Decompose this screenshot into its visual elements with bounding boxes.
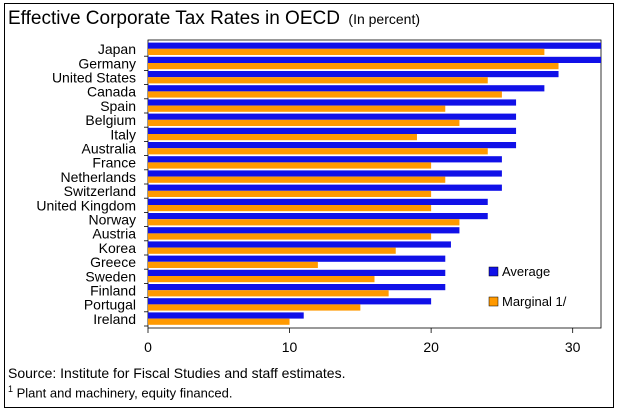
category-label: United States (52, 70, 136, 86)
x-tick-label: 20 (423, 339, 439, 355)
footnote-text: Plant and machinery, equity financed. (13, 385, 233, 401)
bar-marginal (148, 162, 432, 169)
category-label: France (92, 155, 136, 171)
bar-average (148, 198, 488, 205)
legend-label-marginal: Marginal 1/ (502, 294, 567, 309)
x-tick-label: 30 (565, 339, 581, 355)
category-label: Japan (98, 41, 136, 57)
bar-marginal (148, 63, 559, 70)
bar-average (148, 142, 517, 149)
category-label: Austria (92, 226, 136, 242)
bar-marginal (148, 276, 375, 283)
bar-average (148, 71, 559, 78)
bar-marginal (148, 205, 432, 212)
category-label: Germany (78, 55, 136, 71)
bar-marginal (148, 105, 446, 112)
category-label: Norway (89, 212, 136, 228)
bar-marginal (148, 48, 545, 55)
bar-marginal (148, 304, 361, 311)
bar-marginal (148, 134, 417, 141)
category-label: Netherlands (61, 169, 137, 185)
category-label: United Kingdom (36, 197, 136, 213)
category-label: Canada (87, 84, 136, 100)
legend-label-average: Average (502, 264, 550, 279)
bar-marginal (148, 91, 502, 98)
x-tick-label: 10 (282, 339, 298, 355)
category-label: Greece (90, 254, 136, 270)
bar-average (148, 127, 517, 134)
bar-average (148, 312, 304, 319)
bar-average (148, 170, 502, 177)
bar-average (148, 113, 517, 120)
bar-average (148, 255, 446, 262)
bar-average (148, 213, 488, 220)
bar-marginal (148, 190, 432, 197)
footnote-marker: 1 (8, 384, 14, 394)
category-label: Korea (99, 240, 137, 256)
category-label: Belgium (85, 112, 136, 128)
bar-marginal (148, 290, 389, 297)
bar-average (148, 99, 517, 106)
bar-average (148, 56, 601, 63)
bar-marginal (148, 119, 460, 126)
x-tick-label: 0 (144, 339, 152, 355)
category-label: Ireland (93, 311, 136, 327)
bar-marginal (148, 261, 318, 268)
bar-marginal (148, 233, 432, 240)
chart-title: Effective Corporate Tax Rates in OECD (8, 8, 340, 29)
category-label: Spain (100, 98, 136, 114)
category-label: Sweden (85, 268, 136, 284)
bar-marginal (148, 247, 396, 254)
category-label: Portugal (84, 297, 136, 313)
chart-subtitle: (In percent) (348, 11, 420, 27)
legend-swatch-average (488, 266, 499, 277)
bar-marginal (148, 148, 488, 155)
bar-average (148, 85, 545, 92)
bar-average (148, 298, 432, 305)
bar-average (148, 227, 460, 234)
legend-swatch-marginal (488, 296, 499, 307)
bar-average (148, 269, 446, 276)
category-label: Australia (82, 141, 137, 157)
bar-average (148, 184, 502, 191)
bar-average (148, 156, 502, 163)
bar-marginal (148, 176, 446, 183)
bar-marginal (148, 219, 460, 226)
chart-title-row: Effective Corporate Tax Rates in OECD (I… (8, 8, 420, 30)
bar-average (148, 284, 446, 291)
category-label: Finland (90, 283, 136, 299)
category-label: Switzerland (64, 183, 136, 199)
bar-average (148, 241, 451, 248)
bar-average (148, 42, 601, 49)
footnote: 1 Plant and machinery, equity financed. (8, 384, 232, 400)
source-note: Source: Institute for Fiscal Studies and… (8, 365, 346, 381)
category-label: Italy (110, 126, 136, 142)
bar-marginal (148, 318, 290, 325)
bar-marginal (148, 77, 488, 84)
